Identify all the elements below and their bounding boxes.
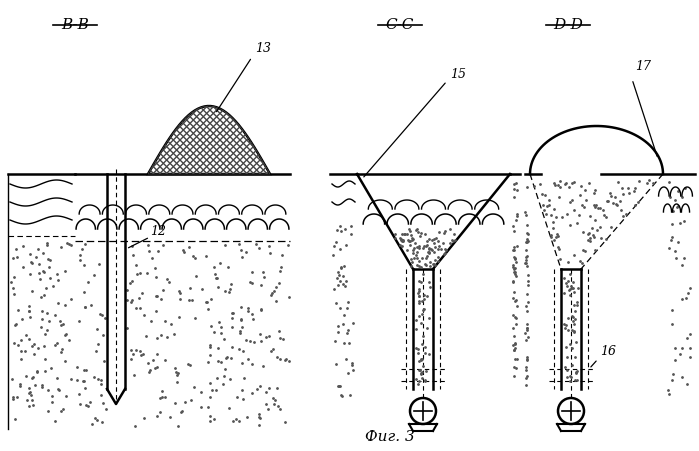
Text: 16: 16 [600,344,616,357]
Text: B-B: B-B [61,18,89,32]
Text: 13: 13 [255,42,271,55]
Polygon shape [148,107,270,175]
Text: 12: 12 [150,225,166,238]
Text: C-C: C-C [386,18,415,32]
Text: Фиг. 3: Фиг. 3 [365,429,415,443]
Text: 15: 15 [450,68,466,81]
Text: 17: 17 [635,60,651,73]
Text: D-D: D-D [553,18,583,32]
